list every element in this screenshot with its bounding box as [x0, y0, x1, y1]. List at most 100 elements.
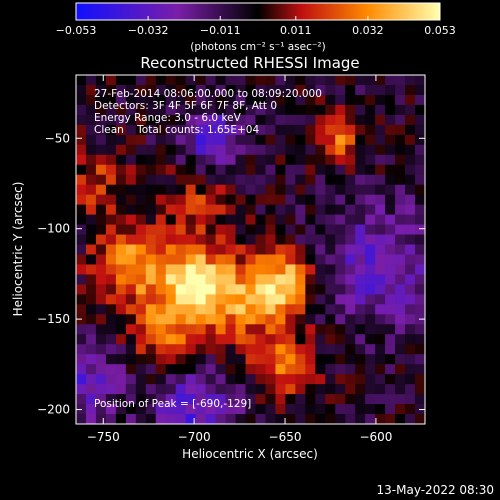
heatmap-cell — [285, 234, 296, 245]
heatmap-cell — [345, 154, 356, 166]
heatmap-cell — [135, 164, 147, 176]
heatmap-cell — [295, 234, 306, 245]
heatmap-cell — [345, 254, 356, 265]
heatmap-cell — [135, 104, 147, 116]
heatmap-cell — [345, 214, 356, 225]
heatmap-cell — [345, 104, 356, 116]
heatmap-cell — [415, 414, 426, 425]
heatmap-cell — [275, 414, 286, 425]
heatmap-cell — [175, 394, 187, 405]
heatmap-cell — [155, 204, 167, 215]
heatmap-cell — [305, 294, 316, 305]
heatmap-cell — [95, 354, 107, 365]
heatmap-cell — [205, 154, 216, 166]
heatmap-cell — [265, 414, 276, 425]
heatmap-cell — [85, 294, 97, 305]
heatmap-cell — [85, 244, 97, 255]
heatmap-cell — [395, 374, 406, 385]
heatmap-cell — [155, 344, 167, 355]
heatmap-cell — [135, 114, 147, 126]
heatmap-cell — [145, 174, 157, 186]
heatmap-cell — [385, 254, 396, 265]
colorbar-tick-label: 0.011 — [280, 24, 312, 37]
heatmap-cell — [255, 354, 266, 365]
heatmap-cell — [355, 274, 366, 285]
heatmap-cell — [205, 164, 216, 176]
heatmap-cell — [215, 124, 226, 136]
heatmap-cell — [185, 324, 197, 335]
heatmap-cell — [355, 164, 366, 176]
heatmap-cell — [95, 334, 107, 345]
heatmap-cell — [95, 94, 107, 106]
heatmap-cell — [345, 144, 356, 156]
heatmap-cell — [195, 104, 207, 116]
heatmap-cell — [85, 324, 97, 335]
heatmap-cell — [205, 274, 216, 285]
annotation-energy-range: Energy Range: 3.0 - 6.0 keV — [94, 112, 242, 124]
heatmap-cell — [85, 264, 97, 275]
heatmap-cell — [145, 284, 157, 295]
heatmap-cell — [245, 364, 256, 375]
heatmap-cell — [325, 124, 336, 136]
heatmap-cell — [335, 284, 346, 295]
heatmap-cell — [155, 244, 167, 255]
axis-ticks: −750 −700 −650 −600 −50 −100 −150 −200 — [37, 75, 425, 444]
heatmap-cell — [285, 94, 296, 106]
heatmap-cell — [145, 394, 157, 405]
heatmap-cell — [155, 154, 167, 166]
heatmap-cell — [195, 134, 207, 146]
heatmap-cell — [225, 184, 236, 196]
heatmap-cell — [315, 154, 326, 166]
heatmap-cell — [155, 144, 167, 156]
heatmap-cell — [395, 254, 406, 265]
heatmap-cell — [105, 204, 117, 215]
heatmap-cell — [195, 184, 207, 196]
colorbar-ticks: −0.053 −0.032 −0.011 0.011 0.032 0.053 — [56, 16, 456, 37]
heatmap-cell — [235, 75, 246, 86]
heatmap-cell — [125, 314, 137, 325]
heatmap-cell — [115, 164, 127, 176]
heatmap-cell — [115, 224, 127, 235]
heatmap-cell — [185, 194, 197, 206]
heatmap-cell — [185, 314, 197, 325]
heatmap-cell — [76, 304, 87, 315]
heatmap-cell — [235, 84, 246, 96]
heatmap-cell — [285, 254, 296, 265]
heatmap-cell — [335, 364, 346, 375]
heatmap-cell — [125, 124, 137, 136]
heatmap-cell — [225, 304, 236, 315]
heatmap-cell — [195, 84, 207, 96]
heatmap-cell — [345, 394, 356, 405]
heatmap-cell — [365, 114, 376, 126]
heatmap-cell — [245, 134, 256, 146]
heatmap-cell — [185, 104, 197, 116]
heatmap-cell — [195, 124, 207, 136]
heatmap-cell — [95, 204, 107, 215]
heatmap-cell — [315, 274, 326, 285]
heatmap-cell — [235, 324, 246, 335]
heatmap-cell — [235, 154, 246, 166]
heatmap-cell — [165, 274, 177, 285]
heatmap-cell — [415, 254, 426, 265]
heatmap-cell — [225, 364, 236, 375]
heatmap-cell — [115, 104, 127, 116]
heatmap-cell — [115, 354, 127, 365]
heatmap-cell — [295, 324, 306, 335]
heatmap-cell — [235, 264, 246, 275]
heatmap-cell — [275, 94, 286, 106]
heatmap-cell — [315, 104, 326, 116]
heatmap-cell — [155, 214, 167, 225]
heatmap-cell — [135, 264, 147, 275]
heatmap-cell — [375, 94, 386, 106]
heatmap-cell — [225, 194, 236, 206]
heatmap-cell — [95, 244, 107, 255]
heatmap-cell — [365, 314, 376, 325]
heatmap-cell — [205, 244, 216, 255]
heatmap-cell — [165, 224, 177, 235]
heatmap-cell — [85, 134, 97, 146]
heatmap-cell — [165, 104, 177, 116]
heatmap-cell — [325, 114, 336, 126]
heatmap-cell — [375, 134, 386, 146]
heatmap-cell — [295, 304, 306, 315]
heatmap-cell — [275, 334, 286, 345]
